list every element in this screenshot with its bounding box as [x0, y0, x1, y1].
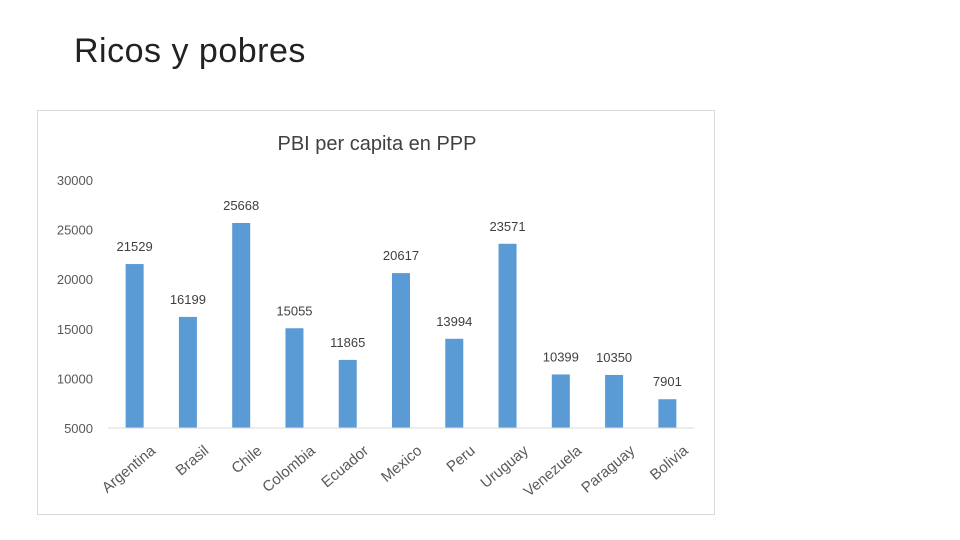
y-tick-label: 5000	[64, 421, 93, 436]
bars	[125, 222, 677, 428]
y-axis-ticks: 5000 10000 15000 20000 25000 30000	[57, 173, 93, 436]
y-tick-label: 25000	[57, 223, 93, 238]
y-tick-label: 20000	[57, 272, 93, 287]
bar	[658, 399, 677, 428]
data-labels: 21529 16199 25668 15055 11865 20617 13994 23571…	[117, 198, 682, 389]
category-label: Argentina	[99, 442, 160, 497]
bar	[125, 264, 144, 428]
y-tick-label: 15000	[57, 322, 93, 337]
category-label: Colombia	[259, 442, 319, 496]
bar	[392, 273, 410, 428]
bar	[178, 316, 197, 428]
bar	[232, 222, 251, 428]
bar	[285, 328, 304, 428]
data-label: 23571	[489, 219, 525, 234]
bar	[605, 374, 624, 428]
data-label: 21529	[117, 239, 153, 254]
bar	[498, 243, 517, 428]
y-tick-label: 10000	[57, 371, 93, 386]
data-label: 11865	[330, 335, 365, 350]
data-label: 10350	[596, 350, 632, 365]
category-label: Mexico	[378, 442, 425, 486]
data-label: 15055	[276, 303, 312, 318]
data-label: 25668	[223, 198, 259, 213]
category-label: Peru	[443, 442, 478, 475]
bar	[445, 338, 464, 428]
slide-title: Ricos y pobres	[74, 32, 306, 70]
y-tick-label: 30000	[57, 173, 93, 188]
category-label: Paraguay	[578, 442, 638, 497]
bar	[338, 359, 357, 428]
category-label: Ecuador	[318, 442, 372, 491]
data-label: 16199	[170, 292, 206, 307]
bar	[551, 374, 570, 428]
category-label: Bolivia	[647, 442, 692, 484]
data-label: 20617	[383, 248, 419, 263]
chart-frame	[37, 110, 715, 515]
data-label: 7901	[653, 374, 682, 389]
category-label: Brasil	[173, 442, 213, 479]
category-label: Venezuela	[520, 442, 585, 500]
data-label: 13994	[436, 314, 472, 329]
data-label: 10399	[543, 349, 579, 364]
chart-title: PBI per capita en PPP	[277, 133, 476, 155]
category-label: Chile	[228, 442, 265, 477]
